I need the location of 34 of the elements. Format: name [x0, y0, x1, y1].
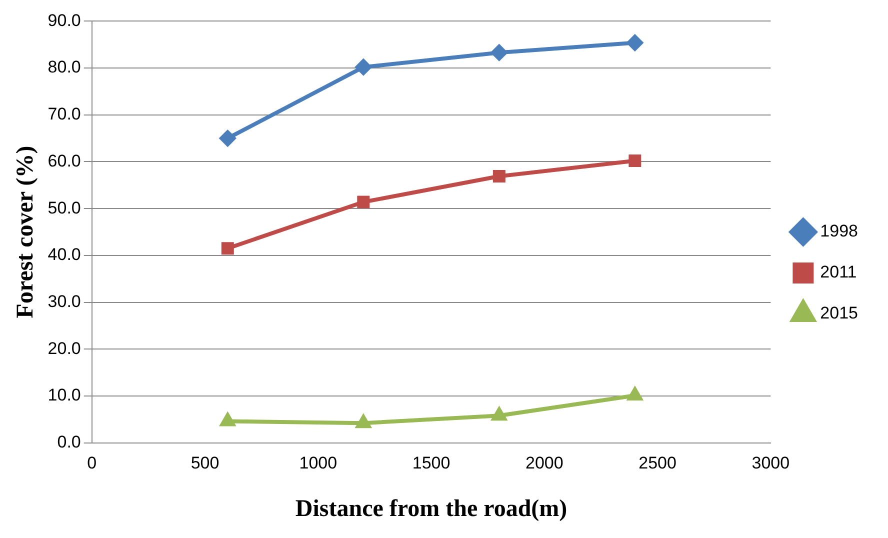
y-tick-label: 60.0 [48, 151, 81, 170]
point [220, 413, 235, 426]
point [356, 415, 371, 428]
y-tick-label: 0.0 [57, 432, 81, 452]
y-tick-label: 50.0 [48, 198, 81, 218]
x-tick-label: 500 [190, 454, 220, 473]
y-tick-label: 30.0 [48, 292, 81, 311]
legend-label: 1998 [820, 222, 858, 241]
x-axis-title: Distance from the road(m) [295, 496, 568, 522]
point [220, 130, 236, 146]
legend-label: 2011 [820, 262, 857, 282]
point [628, 387, 642, 400]
y-tick-label: 20.0 [48, 338, 81, 358]
x-tick-label: 2000 [526, 454, 564, 473]
legend-label: 2015 [820, 304, 858, 323]
y-tick-label: 70.0 [48, 104, 81, 124]
y-tick-label: 10.0 [48, 386, 81, 405]
y-axis-title: Forest cover (%) [12, 146, 39, 318]
point [628, 154, 642, 168]
x-tick-label: 1500 [412, 454, 450, 473]
point [357, 196, 370, 208]
point [492, 408, 506, 421]
x-tick-label: 1000 [299, 454, 338, 473]
point [626, 34, 643, 51]
x-tick-label: 2500 [638, 454, 676, 473]
x-tick-label: 3000 [752, 454, 790, 473]
point [491, 44, 508, 61]
point [221, 242, 234, 255]
point [492, 170, 506, 182]
y-tick-label: 40.0 [48, 245, 81, 264]
point [355, 59, 372, 76]
x-tick-label: 0 [87, 454, 97, 473]
y-tick-label: 80.0 [48, 58, 81, 77]
y-tick-label: 90.0 [48, 10, 81, 30]
